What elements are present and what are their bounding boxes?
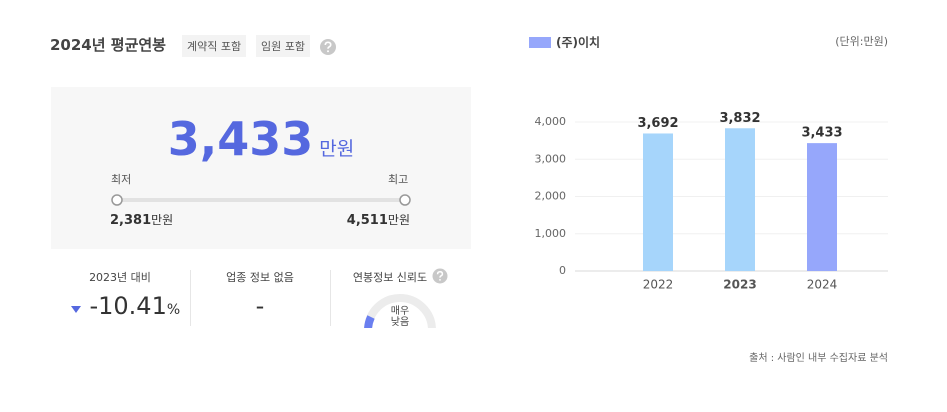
x-tick-label: 2023 bbox=[723, 278, 756, 292]
max-value: 4,511만원 bbox=[347, 211, 410, 228]
help-icon[interactable] bbox=[319, 38, 337, 56]
value-label: 3,433 bbox=[801, 126, 842, 141]
legend-label: (주)이치 bbox=[556, 35, 600, 50]
unit: 만원 bbox=[151, 213, 174, 227]
down-arrow bbox=[70, 306, 81, 313]
value: 4,511 bbox=[346, 213, 388, 228]
title: 2024년 평균연봉 bbox=[50, 36, 166, 54]
unit: 만원 bbox=[319, 138, 355, 160]
stat-label: 2023년 대비 bbox=[89, 271, 151, 284]
divider bbox=[190, 270, 191, 326]
value-label: 3,832 bbox=[719, 111, 760, 126]
stat-label: 연봉정보 신뢰도 bbox=[352, 271, 428, 284]
value-label: 3,692 bbox=[637, 116, 678, 131]
range-bar bbox=[111, 194, 411, 206]
y-tick-label: 0 bbox=[559, 264, 566, 277]
value: 3,433 bbox=[167, 112, 314, 166]
tag: 임원 포함 bbox=[256, 35, 310, 57]
reliability-value: 매우 낮음 bbox=[390, 306, 410, 328]
unit: 만원 bbox=[387, 213, 410, 227]
value: 2,381 bbox=[110, 213, 152, 228]
divider bbox=[330, 270, 331, 326]
help-icon[interactable] bbox=[432, 268, 448, 284]
y-tick-label: 4,000 bbox=[535, 115, 567, 128]
unit: % bbox=[166, 302, 181, 318]
stat-value: - bbox=[255, 292, 265, 320]
source: 출처 : 사람인 내부 수집자료 분석 bbox=[749, 351, 888, 364]
min-value: 2,381만원 bbox=[110, 211, 173, 228]
stat-label: 업종 정보 없음 bbox=[226, 271, 294, 284]
min-label: 최저 bbox=[111, 173, 132, 186]
value: -10.41 bbox=[89, 292, 167, 320]
gauge bbox=[364, 294, 436, 328]
bar bbox=[725, 128, 755, 271]
y-tick-label: 3,000 bbox=[535, 152, 567, 165]
average-salary: 3,433 만원 bbox=[51, 112, 471, 166]
tag: 계약직 포함 bbox=[182, 35, 247, 57]
y-tick-label: 2,000 bbox=[535, 190, 567, 203]
unit-label: (단위:만원) bbox=[835, 35, 888, 48]
legend-swatch bbox=[529, 37, 551, 48]
summary-box: 3,433 만원 최저 최고 2,381만원 4,511만원 bbox=[51, 87, 471, 249]
stat-value: -10.41% bbox=[55, 292, 195, 320]
y-tick-label: 1,000 bbox=[535, 227, 567, 240]
max-label: 최고 bbox=[388, 173, 409, 186]
x-tick-label: 2022 bbox=[643, 278, 674, 292]
bar bbox=[807, 143, 837, 271]
bar bbox=[643, 133, 673, 271]
x-tick-label: 2024 bbox=[807, 278, 838, 292]
